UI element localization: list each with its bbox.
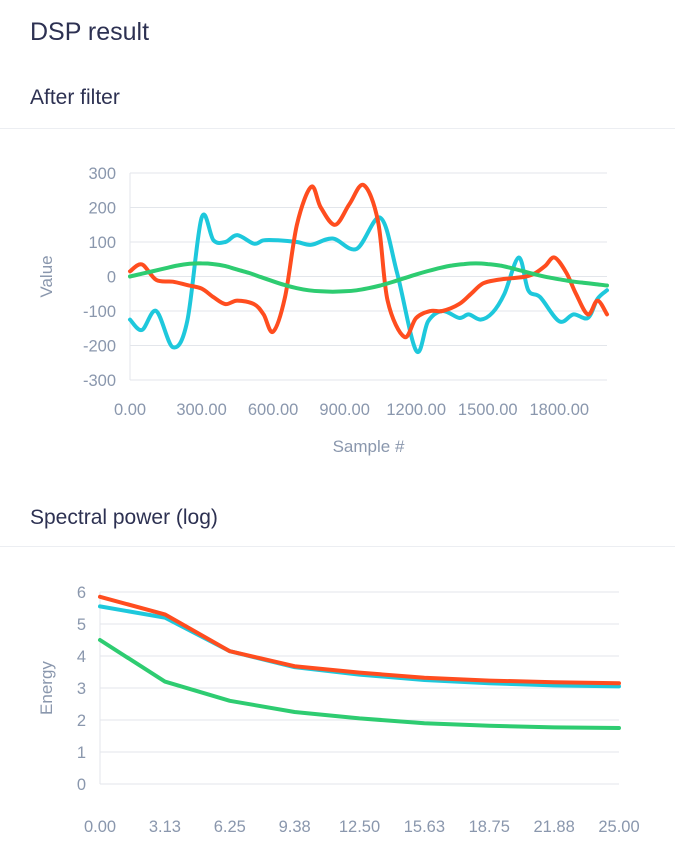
divider — [0, 128, 675, 129]
y-tick-label: 6 — [77, 584, 86, 602]
y-tick-label: 0 — [107, 269, 116, 287]
x-tick-label: 21.88 — [533, 818, 574, 836]
y-axis-title: Value — [37, 255, 56, 297]
y-axis-title: Energy — [37, 661, 56, 715]
y-tick-label: 100 — [88, 234, 116, 252]
filter-section-title: After filter — [30, 86, 120, 110]
y-tick-label: 200 — [88, 200, 116, 218]
x-tick-label: 18.75 — [469, 818, 510, 836]
y-tick-label: 3 — [77, 680, 86, 698]
x-tick-label: 1200.00 — [386, 401, 446, 419]
x-tick-label: 0.00 — [114, 401, 146, 419]
x-tick-label: 6.25 — [214, 818, 246, 836]
y-tick-label: -300 — [83, 372, 116, 390]
x-tick-label: 3.13 — [149, 818, 181, 836]
x-tick-label: 9.38 — [279, 818, 311, 836]
page-title: DSP result — [30, 18, 149, 47]
y-tick-label: 4 — [77, 648, 86, 666]
filter-chart: 300 200 100 0 -100 -200 -300 0.00 300.00 600.00 90… — [0, 130, 675, 475]
x-tick-label: 300.00 — [176, 401, 226, 419]
y-tick-label: -200 — [83, 338, 116, 356]
x-tick-label: 15.63 — [404, 818, 445, 836]
x-tick-label: 0.00 — [84, 818, 116, 836]
spectrum-section-title: Spectral power (log) — [30, 506, 218, 530]
x-tick-label: 1800.00 — [529, 401, 589, 419]
x-tick-label: 1500.00 — [458, 401, 518, 419]
y-tick-label: 2 — [77, 712, 86, 730]
x-tick-label: 12.50 — [339, 818, 380, 836]
y-tick-label: 5 — [77, 616, 86, 634]
divider — [0, 546, 675, 547]
x-tick-label: 600.00 — [248, 401, 298, 419]
y-tick-label: 1 — [77, 744, 86, 762]
x-tick-label: 900.00 — [319, 401, 369, 419]
y-tick-label: -100 — [83, 303, 116, 321]
series-line-1 — [130, 214, 607, 352]
spectrum-chart: 6 5 4 3 2 1 0 0.00 3.13 6.25 9.38 12.50 15.63 18.75 21… — [0, 548, 675, 847]
x-axis-title: Sample # — [333, 437, 405, 456]
series-line-2 — [100, 597, 619, 683]
y-tick-label: 0 — [77, 776, 86, 794]
x-tick-label: 25.00 — [598, 818, 639, 836]
y-tick-label: 300 — [88, 165, 116, 183]
